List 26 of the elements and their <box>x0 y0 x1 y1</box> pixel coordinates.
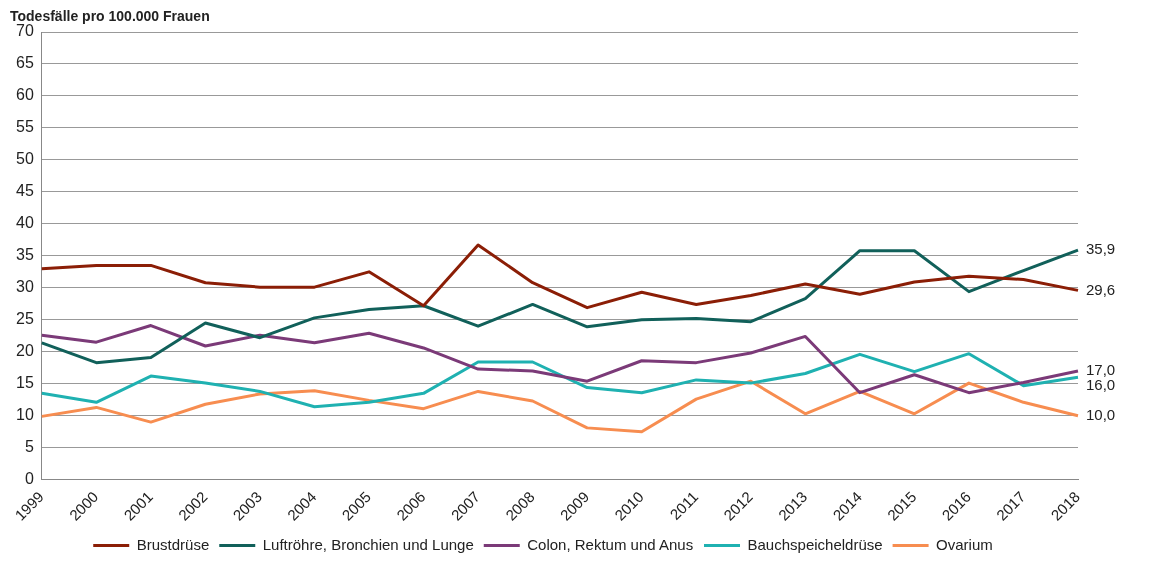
y-tick-label: 65 <box>16 54 34 72</box>
data-label: 10,0 <box>1086 405 1116 423</box>
y-tick-label: 45 <box>16 182 34 200</box>
data-label: 17,0 <box>1086 361 1116 379</box>
y-tick-label: 30 <box>16 278 34 296</box>
y-tick-label: 0 <box>24 470 34 488</box>
y-tick-label: 70 <box>16 22 34 40</box>
y-tick-label: 20 <box>16 342 34 360</box>
legend-label: Bauchspeicheldrüse <box>747 535 883 553</box>
y-tick-label: 55 <box>16 118 34 136</box>
data-label: 35,9 <box>1086 240 1116 258</box>
y-tick-label: 10 <box>16 406 34 424</box>
legend-label: Ovarium <box>936 535 993 553</box>
legend-label: Colon, Rektum und Anus <box>527 535 694 553</box>
data-label: 29,6 <box>1086 280 1116 298</box>
y-tick-label: 60 <box>16 86 34 104</box>
y-axis-title: Todesfälle pro 100.000 Frauen <box>10 7 210 24</box>
data-label: 16,0 <box>1086 376 1116 394</box>
y-tick-label: 5 <box>24 438 34 456</box>
legend-label: Luftröhre, Bronchien und Lunge <box>262 535 474 553</box>
legend-label: Brustdrüse <box>136 535 210 553</box>
y-tick-label: 35 <box>16 246 34 264</box>
y-tick-label: 50 <box>16 150 34 168</box>
y-tick-label: 40 <box>16 214 34 232</box>
y-tick-label: 15 <box>16 374 34 392</box>
y-tick-label: 25 <box>16 310 34 328</box>
